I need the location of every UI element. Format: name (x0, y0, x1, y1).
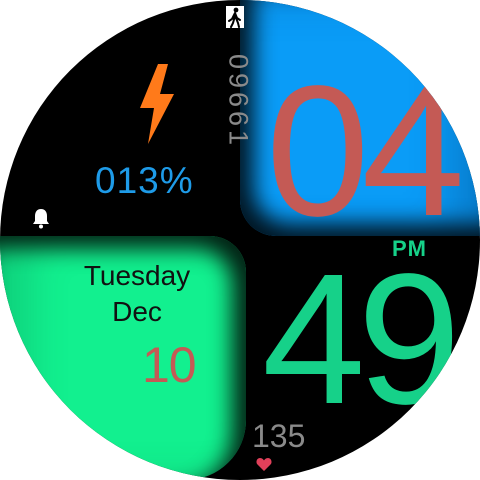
minute-display: 49 (262, 236, 461, 443)
lightning-bolt-icon (140, 64, 174, 144)
heart-icon (256, 458, 272, 471)
ampm-indicator: PM (392, 236, 427, 261)
date-panel[interactable] (0, 236, 246, 480)
battery-level[interactable]: 013% (95, 160, 194, 201)
heart-rate-value[interactable]: 135 (252, 418, 306, 454)
month-label: Dec (112, 296, 162, 327)
walking-person-icon (226, 6, 244, 28)
bell-icon[interactable] (32, 207, 50, 229)
hour-display: 04 (266, 48, 465, 255)
step-count[interactable]: 09661 (223, 53, 254, 150)
hour-panel (240, 0, 480, 236)
date-number: 10 (142, 337, 197, 393)
day-of-week: Tuesday (83, 260, 191, 291)
